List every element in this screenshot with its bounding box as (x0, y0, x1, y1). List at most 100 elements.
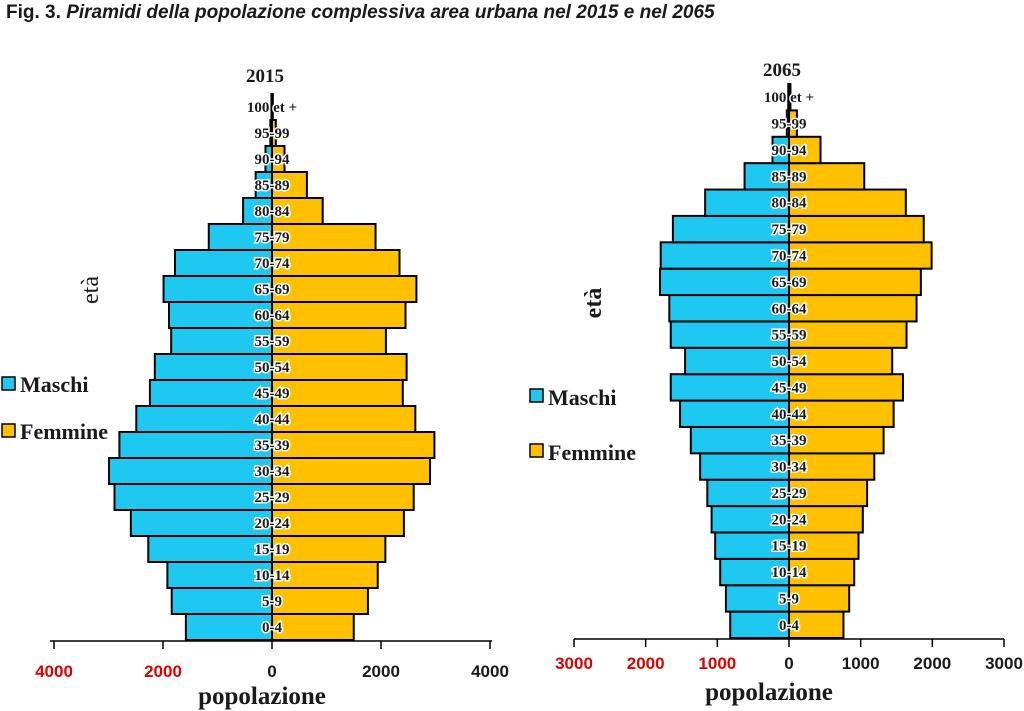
bar-femmine-45-49 (788, 373, 904, 402)
age-label-0-4: 0-4 (779, 618, 799, 634)
bar-maschi-70-74 (659, 241, 791, 270)
x-axis-label: popolazione (198, 683, 326, 710)
age-label-50-54: 50-54 (255, 360, 290, 376)
bar-femmine-30-34 (788, 452, 876, 481)
age-label-45-49: 45-49 (772, 380, 807, 396)
legend-swatch-maschi (1, 376, 16, 391)
bar-maschi-55-59 (669, 320, 790, 349)
bar-femmine-75-79 (271, 223, 377, 251)
age-label-90-94: 90-94 (772, 143, 807, 159)
age-label-45-49: 45-49 (255, 386, 290, 402)
bar-femmine-65-69 (271, 275, 418, 303)
age-label-25-29: 25-29 (772, 486, 807, 502)
legend-swatch-maschi (529, 388, 544, 403)
pyramid-2015: 0-4 5-9 10-14 15-19 20-24 25-29 30-34 35-39 40-4… (1, 66, 509, 710)
age-label-100-et-+: 100 et + (247, 100, 297, 116)
age-label-70-74: 70-74 (255, 256, 290, 272)
bar-femmine-55-59 (788, 320, 908, 349)
age-label-95-99: 95-99 (255, 126, 290, 142)
bar-femmine-75-79 (788, 214, 925, 244)
x-tick-label: 0 (267, 662, 276, 681)
bar-maschi-60-64 (668, 294, 790, 323)
bar-femmine-5-9 (271, 587, 369, 615)
bar-maschi-45-49 (669, 373, 790, 402)
age-label-5-9: 5-9 (262, 594, 282, 610)
bar-femmine-10-14 (271, 561, 379, 589)
legend-label-femmine: Femmine (548, 440, 636, 465)
age-label-75-79: 75-79 (772, 222, 807, 238)
x-tick-label: 1000 (698, 654, 736, 673)
bar-femmine-70-74 (788, 241, 933, 270)
age-label-60-64: 60-64 (772, 301, 807, 317)
legend-label-maschi: Maschi (20, 372, 88, 397)
bar-maschi-65-69 (162, 275, 273, 303)
bar-femmine-45-49 (271, 379, 404, 407)
bar-maschi-15-19 (147, 535, 273, 563)
x-tick-label: 1000 (842, 654, 880, 673)
x-tick-label: 4000 (471, 662, 509, 681)
age-label-10-14: 10-14 (255, 568, 290, 584)
bar-femmine-20-24 (271, 509, 405, 537)
bar-femmine-25-29 (271, 483, 415, 511)
age-label-35-39: 35-39 (772, 433, 807, 449)
bar-femmine-30-34 (271, 457, 432, 485)
age-label-40-44: 40-44 (772, 407, 807, 423)
bar-maschi-25-29 (113, 483, 274, 511)
age-label-55-59: 55-59 (255, 334, 290, 350)
bar-femmine-60-64 (788, 294, 918, 323)
bar-femmine-80-84 (788, 188, 907, 217)
bar-maschi-80-84 (704, 188, 791, 217)
age-label-85-89: 85-89 (255, 178, 290, 194)
x-tick-label: 2000 (362, 662, 400, 681)
figure-title: Fig. 3. Piramidi della popolazione compl… (6, 2, 715, 24)
bar-maschi-10-14 (166, 561, 273, 589)
bar-maschi-35-39 (689, 425, 790, 455)
bar-maschi-20-24 (129, 509, 273, 537)
x-axis-label: popolazione (705, 679, 833, 706)
x-tick-label: 2000 (144, 662, 182, 681)
age-label-65-69: 65-69 (772, 275, 807, 291)
age-label-15-19: 15-19 (255, 542, 290, 558)
age-label-90-94: 90-94 (255, 152, 290, 168)
age-label-80-84: 80-84 (772, 196, 807, 212)
legend-label-maschi: Maschi (548, 385, 616, 410)
age-label-75-79: 75-79 (255, 230, 290, 246)
age-label-10-14: 10-14 (772, 565, 807, 581)
age-label-20-24: 20-24 (255, 516, 290, 532)
pyramid-2065: 0-4 5-9 10-14 15-19 20-24 25-29 30-34 35-39 40-4… (529, 60, 1023, 706)
y-axis-label: età (581, 288, 607, 319)
x-tick-label: 3000 (555, 654, 593, 673)
bar-maschi-40-44 (679, 399, 790, 428)
x-tick-label: 0 (784, 654, 793, 673)
bar-femmine-80-84 (271, 197, 324, 225)
figure-title-prefix: Fig. 3. (6, 2, 61, 23)
legend-swatch-femmine (529, 443, 544, 458)
bar-femmine-40-44 (271, 405, 417, 433)
legend-swatch-femmine (1, 423, 16, 438)
bar-femmine-55-59 (271, 327, 387, 355)
x-tick-label: 2000 (627, 654, 665, 673)
bar-maschi-35-39 (118, 431, 274, 459)
age-label-5-9: 5-9 (779, 591, 799, 607)
age-label-15-19: 15-19 (772, 539, 807, 555)
age-label-30-34: 30-34 (255, 464, 290, 480)
age-label-20-24: 20-24 (772, 512, 807, 528)
bar-femmine-60-64 (271, 301, 407, 329)
age-label-100-et-+: 100 et + (764, 90, 814, 106)
bar-maschi-30-34 (108, 457, 273, 485)
bar-femmine-85-89 (788, 162, 866, 191)
bar-femmine-70-74 (271, 249, 401, 277)
bar-femmine-15-19 (271, 535, 387, 563)
age-label-40-44: 40-44 (255, 412, 290, 428)
bar-maschi-0-4 (184, 613, 273, 641)
age-label-85-89: 85-89 (772, 169, 807, 185)
x-tick-label: 4000 (35, 662, 73, 681)
age-label-50-54: 50-54 (772, 354, 807, 370)
figure-title-text: Piramidi della popolazione complessiva a… (66, 2, 715, 23)
legend-label-femmine: Femmine (20, 419, 108, 444)
bar-femmine-50-54 (271, 353, 408, 381)
age-label-95-99: 95-99 (772, 117, 807, 133)
age-label-25-29: 25-29 (255, 490, 290, 506)
age-label-55-59: 55-59 (772, 328, 807, 344)
